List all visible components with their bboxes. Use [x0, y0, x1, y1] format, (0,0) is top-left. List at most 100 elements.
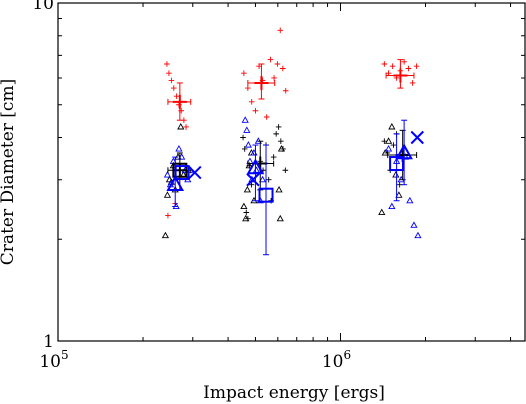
plus-marker — [401, 58, 407, 65]
plus-marker — [243, 209, 250, 216]
plus-marker — [270, 154, 277, 160]
triangle-marker — [163, 191, 172, 198]
plus-marker — [183, 124, 189, 130]
plot-frame — [57, 2, 526, 342]
series-0 — [164, 27, 420, 219]
plus-marker — [165, 212, 171, 219]
plus-marker — [280, 65, 286, 72]
plus-marker — [248, 99, 255, 105]
triangle-marker — [410, 221, 418, 228]
x-marker — [188, 165, 202, 180]
triangle-marker — [395, 191, 403, 198]
plus-marker — [248, 181, 255, 188]
triangle-marker — [378, 208, 386, 216]
plus-marker — [240, 134, 246, 141]
plus-marker — [267, 56, 274, 63]
triangle-marker — [243, 185, 251, 193]
plot-marks — [161, 27, 424, 256]
triangle-marker — [406, 196, 414, 204]
axes: 105 106 1 10 — [32, 0, 525, 372]
y-axis-label: Crater Diameter [cm] — [0, 79, 18, 265]
series-9 — [387, 129, 418, 181]
triangle-marker — [240, 202, 248, 210]
x-tick-label: 106 — [322, 348, 351, 372]
triangle-marker — [384, 145, 393, 152]
triangle-marker — [277, 145, 286, 152]
plus-marker — [381, 138, 388, 145]
plus-marker — [170, 85, 177, 91]
triangle-marker — [241, 116, 249, 123]
plus-marker — [173, 93, 180, 99]
plus-marker — [273, 131, 279, 137]
triangle-marker — [161, 231, 170, 239]
series-12 — [258, 144, 274, 256]
triangle-marker — [166, 175, 185, 191]
triangle-marker — [177, 122, 185, 130]
triangle-marker — [275, 185, 283, 193]
plus-marker — [275, 124, 282, 130]
plus-marker — [277, 27, 284, 34]
triangle-marker — [175, 145, 183, 152]
x-marker — [246, 173, 260, 187]
plus-marker — [389, 63, 396, 70]
series-13 — [389, 133, 405, 202]
plus-marker — [413, 63, 420, 70]
series-3 — [163, 116, 422, 239]
series-15 — [246, 144, 265, 202]
triangle-marker — [252, 166, 261, 173]
triangle-marker — [276, 214, 284, 222]
triangle-marker — [242, 214, 250, 222]
series-6 — [385, 59, 415, 89]
plus-marker — [278, 138, 284, 145]
x-axis-label: Impact energy [ergs] — [203, 383, 385, 403]
triangle-marker — [258, 175, 267, 183]
series-4 — [167, 82, 192, 121]
plus-marker — [274, 61, 281, 67]
y-tick-label: 10 — [32, 0, 54, 14]
x-marker — [410, 130, 424, 145]
x-tick-label: 105 — [39, 348, 68, 372]
plus-marker — [178, 107, 185, 114]
triangle-marker — [246, 158, 265, 175]
triangle-marker — [388, 122, 396, 130]
y-tick-label: 1 — [43, 332, 54, 352]
plus-marker — [393, 68, 408, 83]
plus-marker — [381, 61, 388, 67]
plus-marker — [409, 80, 416, 86]
triangle-marker — [244, 141, 252, 148]
plus-marker — [241, 70, 247, 76]
triangle-marker — [388, 202, 396, 210]
triangle-marker — [414, 231, 422, 239]
series-1 — [240, 124, 403, 222]
series-14 — [166, 156, 185, 207]
plus-marker — [241, 146, 248, 152]
triangle-marker — [381, 149, 389, 156]
plus-marker — [245, 85, 251, 91]
plus-marker — [385, 70, 392, 76]
series-10 — [172, 162, 188, 178]
plus-marker — [254, 75, 269, 90]
plus-marker — [166, 70, 172, 76]
plus-marker — [265, 176, 272, 183]
triangle-marker — [384, 137, 393, 144]
plus-marker — [263, 114, 270, 120]
series-17 — [188, 130, 424, 187]
series-16 — [395, 119, 413, 186]
square-marker — [258, 187, 274, 203]
plus-marker — [271, 75, 277, 81]
triangle-marker — [163, 170, 172, 178]
plus-marker — [405, 65, 412, 72]
plus-marker — [282, 87, 289, 94]
series-5 — [247, 63, 276, 100]
triangle-marker — [392, 170, 400, 178]
plus-marker — [168, 77, 175, 84]
plus-marker — [252, 107, 259, 114]
triangle-marker — [243, 126, 251, 133]
plus-marker — [172, 94, 187, 109]
plus-marker — [390, 142, 397, 148]
plus-marker — [282, 167, 289, 174]
square-marker — [172, 162, 188, 178]
plus-marker — [164, 61, 170, 67]
triangle-marker — [395, 143, 413, 160]
